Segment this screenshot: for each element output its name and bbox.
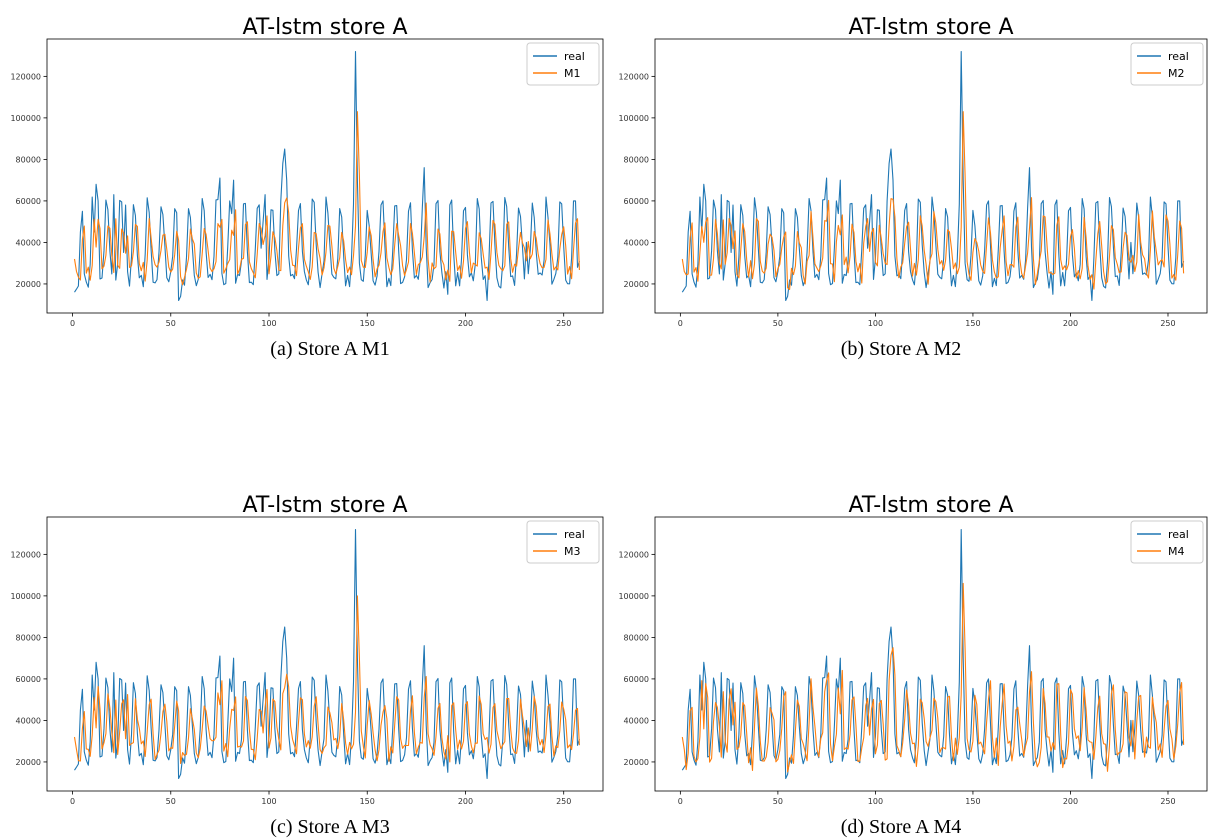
plot-frame xyxy=(46,38,604,314)
y-tick-label: 60000 xyxy=(16,197,41,206)
series-line-M2 xyxy=(681,111,1185,291)
legend-box xyxy=(1130,520,1204,564)
x-tick-label: 200 xyxy=(458,797,473,806)
y-tick-label: 100000 xyxy=(618,592,649,601)
series-line-real xyxy=(681,528,1185,780)
x-tick-label: 150 xyxy=(965,319,980,328)
x-tick-label: 0 xyxy=(70,797,75,806)
chart-svg-c: AT-lstm store A 0 50 100 150 200 250 20000 40000… xyxy=(10,493,604,806)
y-tick-label: 40000 xyxy=(16,716,41,725)
x-tick-label: 200 xyxy=(458,319,473,328)
chart-caption-b: (b) Store A M2 xyxy=(840,338,962,360)
x-tick-label: 100 xyxy=(868,319,883,328)
y-tick-label: 120000 xyxy=(618,72,649,81)
y-tick-label: 80000 xyxy=(16,155,41,164)
y-tick-label: 80000 xyxy=(16,633,41,642)
x-tick-label: 200 xyxy=(1063,797,1078,806)
x-tick-label: 50 xyxy=(166,797,176,806)
x-tick-label: 150 xyxy=(360,319,375,328)
y-tick-label: 20000 xyxy=(16,280,41,289)
x-tick-label: 0 xyxy=(678,797,683,806)
chart-title: AT-lstm store A xyxy=(848,15,1013,40)
x-tick-label: 50 xyxy=(773,319,783,328)
y-tick-label: 120000 xyxy=(618,550,649,559)
y-tick-label: 80000 xyxy=(624,155,649,164)
y-tick-label: 60000 xyxy=(624,675,649,684)
x-tick-label: 100 xyxy=(261,319,276,328)
y-tick-label: 80000 xyxy=(624,633,649,642)
series-line-real xyxy=(74,528,580,780)
chart-caption-c: (c) Store A M3 xyxy=(270,816,390,838)
x-tick-label: 250 xyxy=(1160,319,1175,328)
series-line-M3 xyxy=(73,595,580,765)
legend: real M2 xyxy=(1130,42,1204,86)
legend: real M4 xyxy=(1130,520,1204,564)
chart-svg-d: AT-lstm store A 0 50 100 150 200 250 20000 40000… xyxy=(618,493,1208,806)
chart-caption-a: (a) Store A M1 xyxy=(270,338,390,360)
chart-panel-a: AT-lstm store A 0 50 100 150 200 250 20000 40000… xyxy=(0,0,605,380)
y-tick-label: 60000 xyxy=(624,197,649,206)
legend-box xyxy=(526,42,600,86)
legend-label-M2: M2 xyxy=(1168,67,1185,80)
legend-label-real: real xyxy=(1168,528,1189,541)
series-line-real xyxy=(74,50,580,302)
chart-caption-d: (d) Store A M4 xyxy=(840,816,962,838)
legend-label-M4: M4 xyxy=(1168,545,1185,558)
series-line-M4 xyxy=(681,582,1185,773)
x-tick-label: 200 xyxy=(1063,319,1078,328)
plot-frame xyxy=(654,38,1208,314)
chart-title: AT-lstm store A xyxy=(242,15,407,40)
x-tick-label: 50 xyxy=(166,319,176,328)
x-tick-label: 100 xyxy=(261,797,276,806)
chart-title: AT-lstm store A xyxy=(242,493,407,518)
series-line-real xyxy=(681,50,1185,302)
legend-box xyxy=(526,520,600,564)
legend-label-real: real xyxy=(1168,50,1189,63)
y-tick-label: 40000 xyxy=(624,716,649,725)
x-tick-label: 0 xyxy=(70,319,75,328)
chart-panel-c: AT-lstm store A 0 50 100 150 200 250 20000 40000… xyxy=(0,478,605,838)
legend-box xyxy=(1130,42,1204,86)
x-tick-label: 100 xyxy=(868,797,883,806)
y-tick-label: 20000 xyxy=(624,280,649,289)
x-tick-label: 250 xyxy=(556,797,571,806)
x-tick-label: 150 xyxy=(965,797,980,806)
y-tick-label: 40000 xyxy=(624,238,649,247)
plot-frame xyxy=(654,516,1208,792)
chart-svg-b: AT-lstm store A 0 50 100 150 200 250 20000 40000… xyxy=(618,15,1208,328)
chart-panel-d: AT-lstm store A 0 50 100 150 200 250 20000 40000… xyxy=(605,478,1209,838)
y-tick-label: 20000 xyxy=(16,758,41,767)
y-tick-label: 100000 xyxy=(618,114,649,123)
chart-svg-a: AT-lstm store A 0 50 100 150 200 250 20000 40000… xyxy=(10,15,604,328)
chart-panel-b: AT-lstm store A 0 50 100 150 200 250 20000 40000… xyxy=(605,0,1209,380)
x-tick-label: 50 xyxy=(773,797,783,806)
chart-title: AT-lstm store A xyxy=(848,493,1013,518)
y-tick-label: 20000 xyxy=(624,758,649,767)
legend-label-M3: M3 xyxy=(564,545,581,558)
y-tick-label: 100000 xyxy=(10,114,41,123)
x-tick-label: 0 xyxy=(678,319,683,328)
y-tick-label: 100000 xyxy=(10,592,41,601)
legend-label-M1: M1 xyxy=(564,67,581,80)
legend-label-real: real xyxy=(564,50,585,63)
legend: real M3 xyxy=(526,520,600,564)
series-line-M1 xyxy=(73,111,580,286)
x-tick-label: 250 xyxy=(1160,797,1175,806)
y-tick-label: 120000 xyxy=(10,550,41,559)
x-tick-label: 250 xyxy=(556,319,571,328)
x-tick-label: 150 xyxy=(360,797,375,806)
y-tick-label: 120000 xyxy=(10,72,41,81)
legend-label-real: real xyxy=(564,528,585,541)
y-tick-label: 40000 xyxy=(16,238,41,247)
plot-frame xyxy=(46,516,604,792)
legend: real M1 xyxy=(526,42,600,86)
y-tick-label: 60000 xyxy=(16,675,41,684)
